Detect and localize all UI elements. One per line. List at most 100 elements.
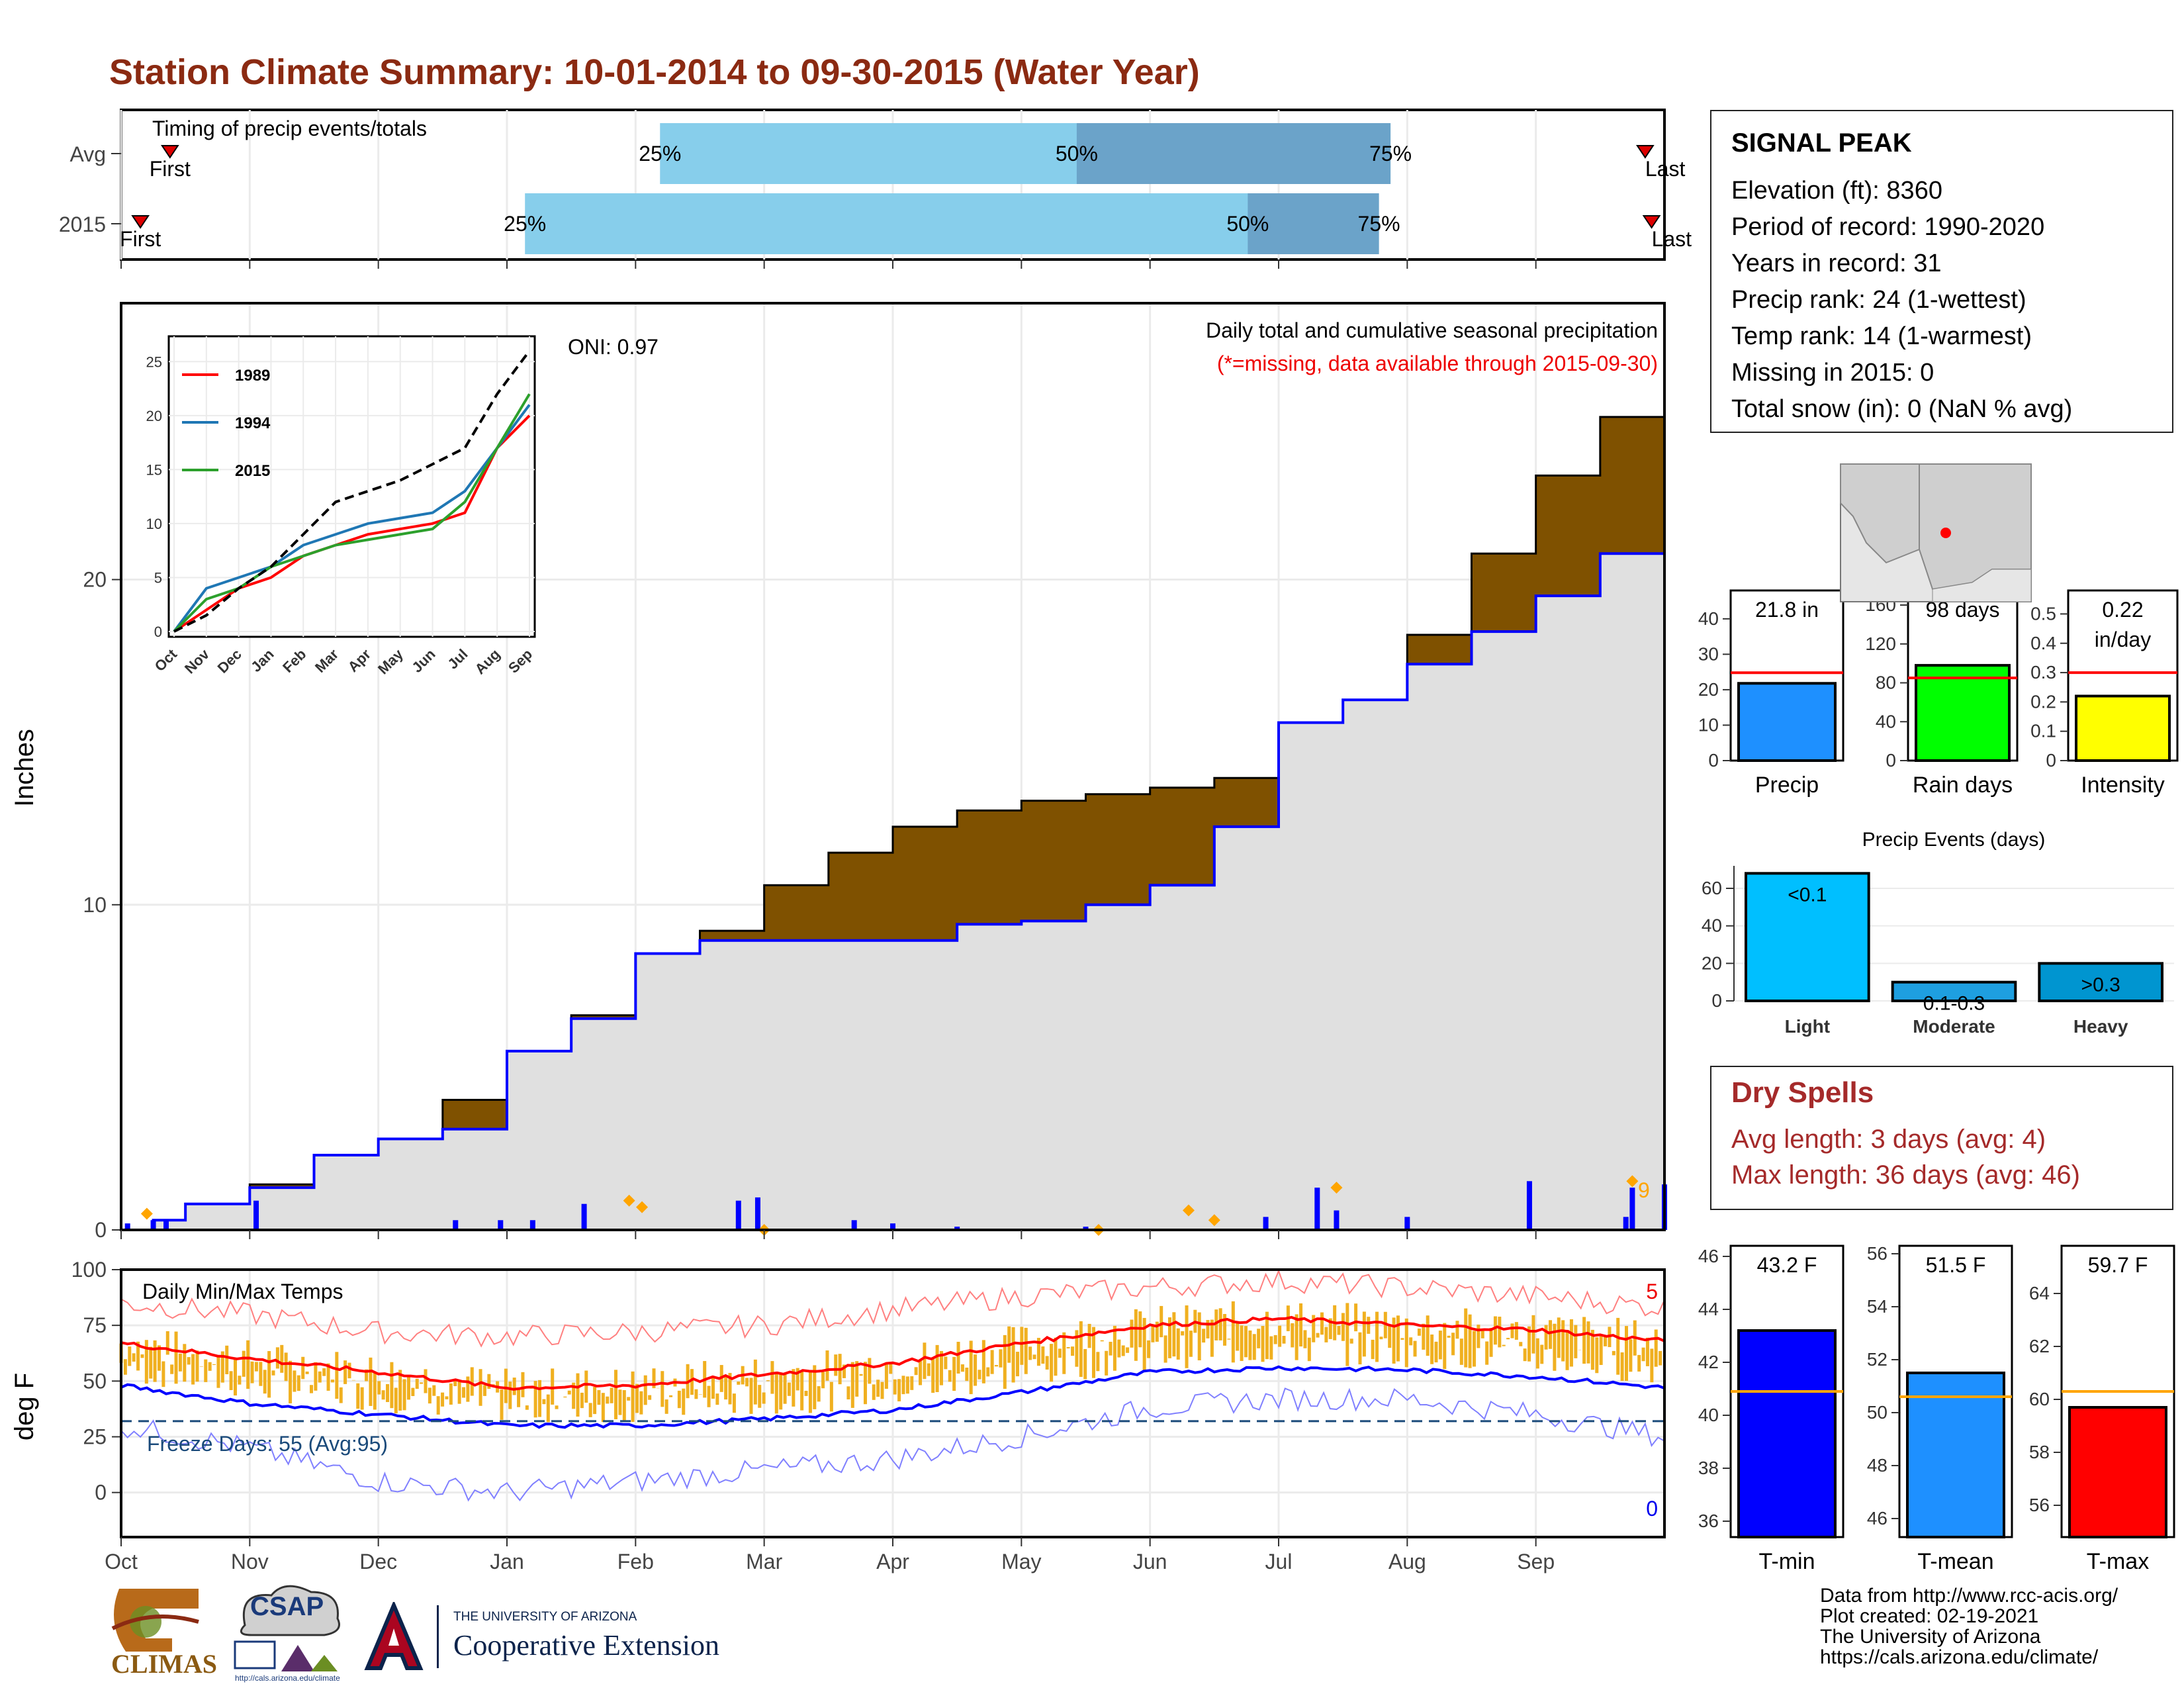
daily-temp-bar <box>639 1391 643 1415</box>
timing-bar-inner <box>1076 123 1391 184</box>
daily-temp-bar <box>588 1403 592 1417</box>
daily-temp-bar <box>1036 1338 1040 1366</box>
daily-temp-bar <box>910 1376 914 1390</box>
daily-precip-bar <box>1314 1188 1320 1230</box>
daily-temp-bar <box>732 1393 736 1413</box>
credits: Data from http://www.rcc-acis.org/ Plot … <box>1820 1585 2118 1667</box>
daily-temp-bar <box>1426 1315 1430 1356</box>
rain_days-ytick-label: 120 <box>1865 633 1896 654</box>
daily-temp-bar <box>711 1376 715 1399</box>
inset-series-line <box>173 393 531 633</box>
temp-ytick-label: 0 <box>95 1481 107 1505</box>
inset-ytick-label: 15 <box>146 461 162 478</box>
daily-temp-bar <box>254 1362 258 1372</box>
month-label: Jul <box>1265 1550 1293 1573</box>
daily-temp-bar <box>402 1379 406 1411</box>
daily-temp-bar <box>576 1373 580 1417</box>
daily-temp-bar <box>165 1331 169 1355</box>
daily-temp-bar <box>1172 1312 1176 1357</box>
precip-event-marker <box>636 1201 649 1213</box>
tmax-value-label: 59.7 F <box>2088 1253 2148 1277</box>
daily-temp-bar <box>1231 1301 1235 1363</box>
daily-temp-bar <box>758 1385 762 1408</box>
daily-temp-bar <box>1645 1337 1649 1366</box>
intensity-ytick-label: 0.3 <box>2030 662 2056 682</box>
daily-temp-bar <box>707 1385 711 1407</box>
daily-temp-bar <box>690 1369 694 1395</box>
timing-pct-label: 25% <box>504 212 546 236</box>
daily-temp-bar <box>1510 1323 1514 1338</box>
daily-temp-bar <box>825 1350 829 1381</box>
daily-temp-bar <box>597 1389 601 1405</box>
daily-temp-bar <box>1650 1348 1654 1383</box>
daily-temp-bar <box>1071 1346 1075 1356</box>
daily-temp-bar <box>1024 1327 1028 1374</box>
daily-precip-bar <box>498 1220 504 1230</box>
month-label: Dec <box>359 1550 397 1573</box>
daily-precip-bar <box>954 1227 960 1230</box>
daily-temp-bar <box>1620 1352 1624 1382</box>
daily-temp-bar <box>817 1386 821 1402</box>
daily-temp-bar <box>1349 1338 1353 1344</box>
daily-temp-bar <box>551 1368 555 1405</box>
daily-temp-bar <box>187 1357 191 1365</box>
daily-temp-bar <box>339 1387 343 1403</box>
precip-ylabel: Inches <box>10 729 39 807</box>
inset-ytick-label: 25 <box>146 353 162 370</box>
daily-temp-bar <box>280 1344 284 1373</box>
location-map <box>1840 463 2032 602</box>
daily-precip-bar <box>150 1220 156 1230</box>
events-bar-label: 0.1-0.3 <box>1923 993 1985 1015</box>
daily-temp-bar <box>884 1364 888 1389</box>
daily-temp-bar <box>1438 1331 1442 1360</box>
daily-temp-bar <box>1117 1339 1121 1358</box>
inset-series-line <box>173 404 531 633</box>
events-ytick-label: 0 <box>1711 990 1722 1011</box>
timing-pct-label: 75% <box>1369 142 1412 165</box>
daily-temp-bar <box>660 1371 664 1407</box>
rain_days-xlabel: Rain days <box>1913 773 2013 798</box>
avg-min-line <box>120 1365 1665 1429</box>
daily-temp-bar <box>220 1351 224 1383</box>
tmin-value-label: 43.2 F <box>1757 1253 1817 1277</box>
daily-temp-bar <box>1244 1326 1248 1358</box>
daily-temp-bar <box>191 1354 195 1385</box>
daily-temp-bar <box>990 1350 994 1374</box>
precip-event-marker <box>1208 1214 1220 1227</box>
daily-temp-bar <box>246 1340 250 1389</box>
precip-event-marker <box>1182 1204 1195 1217</box>
inset-ytick-label: 20 <box>146 408 162 424</box>
credit-line: Plot created: 02-19-2021 <box>1820 1605 2039 1627</box>
daily-temp-bar <box>1328 1318 1332 1339</box>
daily-temp-bar <box>1493 1316 1497 1345</box>
daily-temp-bar <box>1345 1303 1349 1366</box>
daily-temp-bar <box>1316 1333 1320 1338</box>
daily-temp-bar <box>584 1370 588 1403</box>
events-xlabel: Moderate <box>1913 1016 1995 1037</box>
daily-temp-bar <box>1248 1330 1252 1360</box>
daily-temp-bar <box>1523 1348 1527 1362</box>
daily-temp-bar <box>859 1374 863 1376</box>
daily-temp-bar <box>1561 1320 1565 1362</box>
daily-temp-bar <box>436 1396 440 1415</box>
daily-temp-bar <box>525 1405 529 1410</box>
daily-temp-bar <box>698 1394 702 1395</box>
tmin-ytick-label: 36 <box>1698 1511 1719 1531</box>
credit-line: The University of Arizona <box>1820 1626 2041 1648</box>
daily-temp-bar <box>1218 1308 1222 1340</box>
daily-temp-bar <box>897 1379 901 1401</box>
daily-temp-bar <box>1291 1323 1295 1348</box>
daily-temp-bar <box>1032 1354 1036 1360</box>
daily-temp-bar <box>462 1387 466 1398</box>
daily-temp-bar <box>995 1365 999 1367</box>
daily-temp-bar <box>1214 1309 1218 1340</box>
daily-temp-bar <box>1447 1335 1451 1338</box>
precip-event-marker <box>1330 1182 1343 1194</box>
inset-ytick-label: 0 <box>154 624 162 640</box>
daily-temp-bar <box>153 1340 157 1382</box>
daily-temp-bar <box>1404 1318 1408 1368</box>
station-snow: Total snow (in): 0 (NaN % avg) <box>1731 395 2073 423</box>
daily-temp-bar <box>749 1378 753 1414</box>
daily-temp-bar <box>555 1405 559 1409</box>
daily-temp-bar <box>969 1340 973 1395</box>
